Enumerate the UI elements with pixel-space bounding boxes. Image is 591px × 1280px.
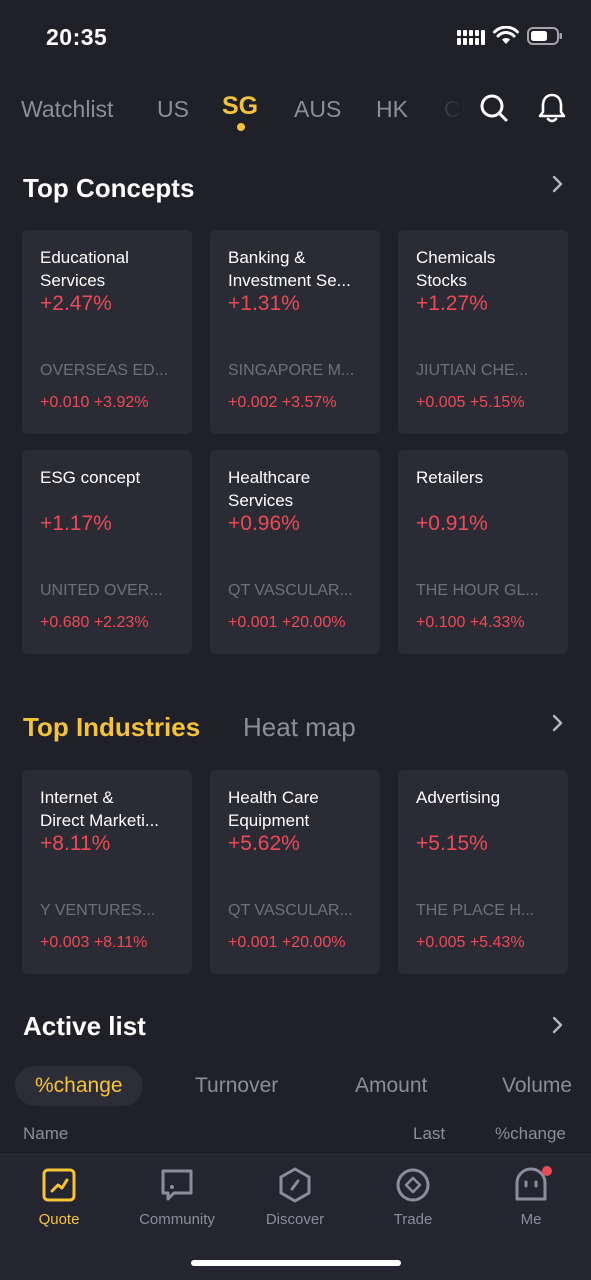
- card-name: Educational Services: [40, 248, 129, 290]
- card-stock-change: +0.001 +20.00%: [228, 614, 346, 631]
- card-leading-stock: OVERSEAS ED...: [40, 362, 169, 379]
- discover-icon: [279, 1167, 311, 1203]
- battery-icon: [527, 27, 562, 45]
- industries-chevron-icon[interactable]: [551, 714, 565, 732]
- active-tab-dot: [237, 123, 245, 131]
- nav-label: Trade: [393, 1211, 433, 1228]
- card-leading-stock: SINGAPORE M...: [228, 362, 355, 379]
- industry-card-internet-direct-marketing[interactable]: Internet & Direct Marketi... +8.11% Y VEN…: [22, 770, 192, 974]
- card-percent: +8.11%: [40, 832, 111, 855]
- concept-card-healthcare-services[interactable]: Healthcare Services +0.96% QT VASCULAR...…: [210, 450, 380, 654]
- card-stock-change: +0.002 +3.57%: [228, 394, 337, 411]
- bottom-nav: Quote Community Discover Trade Me: [0, 1154, 591, 1280]
- card-leading-stock: JIUTIAN CHE...: [416, 362, 529, 379]
- card-percent: +5.15%: [416, 832, 488, 855]
- card-name: Retailers: [416, 468, 484, 487]
- tab-heat-map[interactable]: Heat map: [243, 712, 356, 742]
- active-list-title: Active list: [23, 1011, 146, 1041]
- card-name: Health Care Equipment: [228, 788, 319, 830]
- concept-card-chemicals-stocks[interactable]: Chemicals Stocks +1.27% JIUTIAN CHE... +0…: [398, 230, 568, 434]
- quote-icon: [42, 1168, 76, 1202]
- card-leading-stock: THE HOUR GL...: [416, 582, 539, 599]
- card-percent: +1.27%: [416, 292, 488, 315]
- tab-sg[interactable]: SG: [222, 92, 259, 120]
- filter-turnover[interactable]: Turnover: [195, 1074, 279, 1097]
- wifi-icon: [493, 26, 519, 44]
- nav-label: Me: [520, 1211, 542, 1228]
- nav-label: Discover: [265, 1211, 325, 1228]
- tab-fade-mask: [420, 86, 480, 136]
- tab-us[interactable]: US: [157, 96, 189, 122]
- bell-icon[interactable]: [537, 92, 567, 124]
- nav-label: Quote: [38, 1211, 80, 1228]
- card-stock-change: +0.005 +5.43%: [416, 934, 525, 951]
- card-stock-change: +0.003 +8.11%: [40, 934, 148, 951]
- cellular-signal-icon: [457, 30, 485, 45]
- nav-label: Community: [139, 1211, 215, 1228]
- community-icon: [161, 1169, 193, 1201]
- tab-top-industries[interactable]: Top Industries: [23, 712, 201, 742]
- me-icon: [515, 1166, 552, 1201]
- card-stock-change: +0.100 +4.33%: [416, 614, 525, 631]
- top-concepts-chevron-icon[interactable]: [551, 175, 565, 193]
- card-name: Internet & Direct Marketi...: [40, 788, 160, 830]
- card-stock-change: +0.680 +2.23%: [40, 614, 149, 631]
- card-stock-change: +0.005 +5.15%: [416, 394, 525, 411]
- tab-watchlist[interactable]: Watchlist: [21, 96, 114, 122]
- card-percent: +0.96%: [228, 512, 300, 535]
- tab-hk[interactable]: HK: [376, 96, 408, 122]
- trade-icon: [396, 1168, 430, 1202]
- filter-percent-change[interactable]: %change: [15, 1066, 143, 1106]
- nav-me[interactable]: Me: [481, 1165, 581, 1228]
- filter-volume[interactable]: Volume: [502, 1074, 573, 1097]
- home-indicator[interactable]: [191, 1260, 401, 1266]
- status-icons: [457, 26, 563, 46]
- card-leading-stock: QT VASCULAR...: [228, 902, 353, 919]
- card-name: Chemicals Stocks: [416, 248, 496, 290]
- card-leading-stock: QT VASCULAR...: [228, 582, 353, 599]
- nav-trade[interactable]: Trade: [363, 1165, 463, 1228]
- concept-card-esg-concept[interactable]: ESG concept +1.17% UNITED OVER... +0.680…: [22, 450, 192, 654]
- status-bar: 20:35: [0, 0, 591, 70]
- card-name: ESG concept: [40, 468, 141, 487]
- nav-discover[interactable]: Discover: [245, 1165, 345, 1228]
- card-percent: +1.31%: [228, 292, 300, 315]
- card-percent: +5.62%: [228, 832, 300, 855]
- card-leading-stock: UNITED OVER...: [40, 582, 163, 599]
- status-time: 20:35: [46, 24, 108, 50]
- active-list-filters: %change Turnover Amount Volume: [0, 1066, 591, 1110]
- nav-quote[interactable]: Quote: [9, 1165, 109, 1228]
- card-percent: +1.17%: [40, 512, 112, 535]
- card-stock-change: +0.001 +20.00%: [228, 934, 346, 951]
- nav-community[interactable]: Community: [127, 1165, 227, 1228]
- industry-card-advertising[interactable]: Advertising +5.15% THE PLACE H... +0.005…: [398, 770, 568, 974]
- column-header-percent-change[interactable]: %change: [495, 1124, 566, 1143]
- filter-amount[interactable]: Amount: [355, 1074, 428, 1097]
- market-tabs: Watchlist US SG AUS HK CN: [0, 86, 591, 136]
- card-name: Banking & Investment Se...: [228, 248, 351, 290]
- card-name: Healthcare Services: [228, 468, 311, 510]
- concept-card-educational-services[interactable]: Educational Services +2.47% OVERSEAS ED..…: [22, 230, 192, 434]
- card-percent: +2.47%: [40, 292, 112, 315]
- column-header-last[interactable]: Last: [413, 1124, 446, 1143]
- concept-card-retailers[interactable]: Retailers +0.91% THE HOUR GL... +0.100 +…: [398, 450, 568, 654]
- card-percent: +0.91%: [416, 512, 488, 535]
- active-list-chevron-icon[interactable]: [551, 1016, 565, 1034]
- top-concepts-title: Top Concepts: [23, 173, 195, 203]
- search-icon[interactable]: [478, 92, 510, 124]
- tab-aus[interactable]: AUS: [294, 96, 342, 122]
- card-stock-change: +0.010 +3.92%: [40, 394, 149, 411]
- concept-card-banking-investment[interactable]: Banking & Investment Se... +1.31% SINGAPO…: [210, 230, 380, 434]
- card-leading-stock: THE PLACE H...: [416, 902, 535, 919]
- industry-card-health-care-equipment[interactable]: Health Care Equipment +5.62% QT VASCULAR.…: [210, 770, 380, 974]
- card-leading-stock: Y VENTURES...: [40, 902, 156, 919]
- column-header-name[interactable]: Name: [23, 1124, 69, 1143]
- card-name: Advertising: [416, 788, 501, 807]
